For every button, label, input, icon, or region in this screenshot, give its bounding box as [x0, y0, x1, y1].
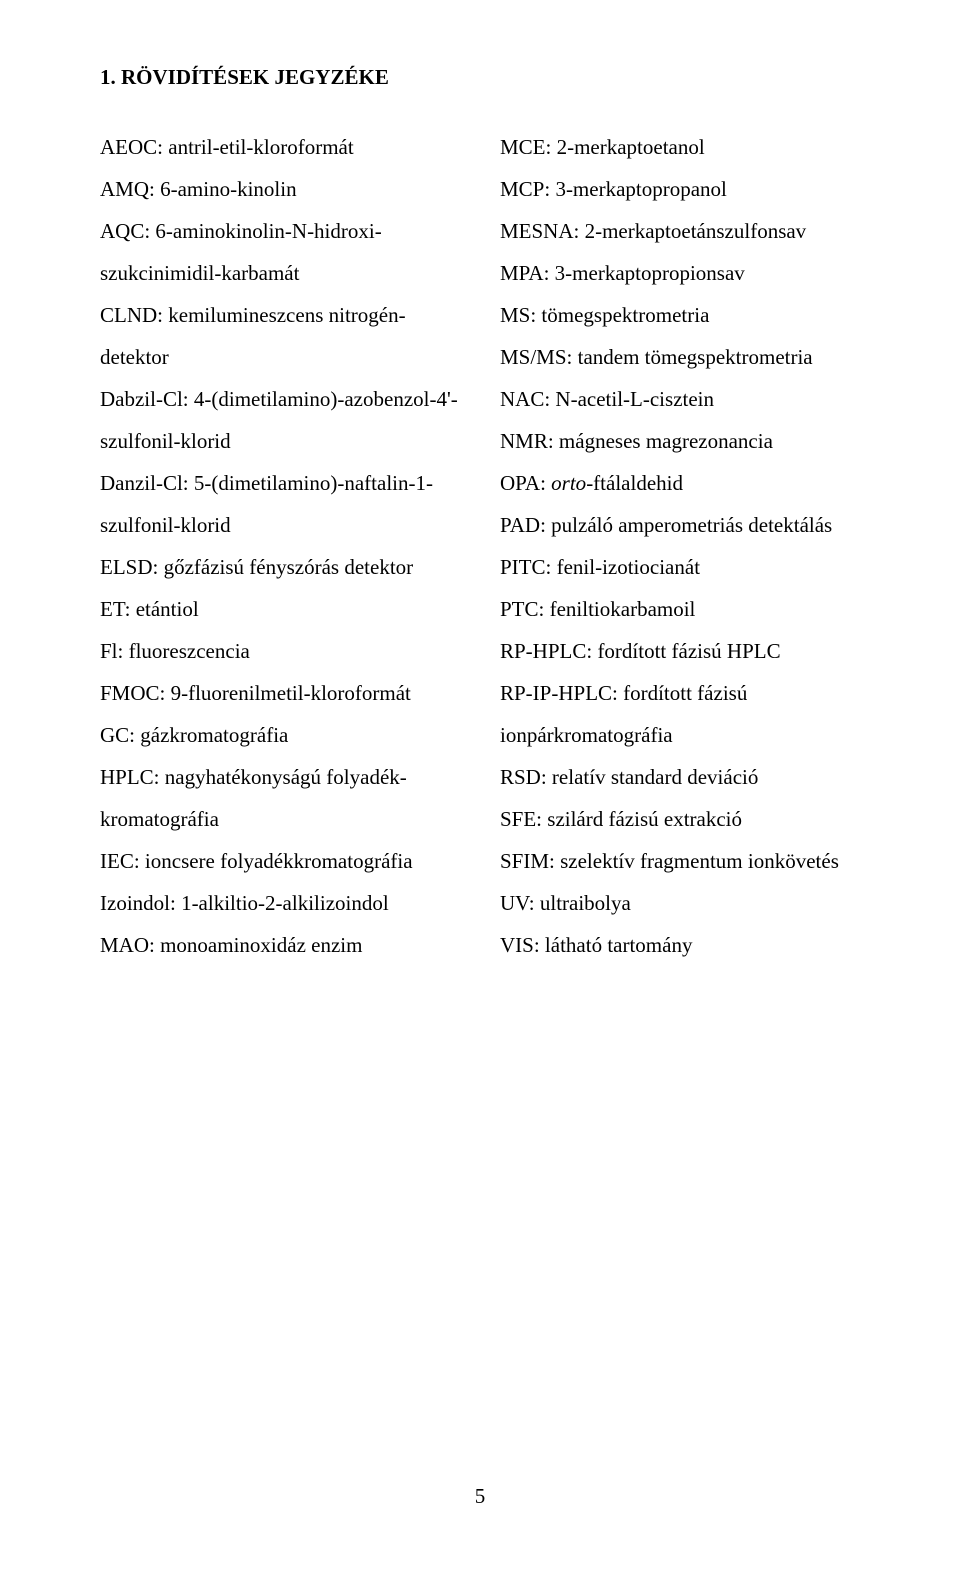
abbreviation-entry: RSD: relatív standard deviáció — [500, 756, 860, 798]
abbreviation-entry: PTC: feniltiokarbamoil — [500, 588, 860, 630]
abbreviation-entry: NAC: N-acetil-L-cisztein — [500, 378, 860, 420]
abbrev-label: OPA: — [500, 471, 551, 495]
abbreviation-entry: MCE: 2-merkaptoetanol — [500, 126, 860, 168]
abbreviation-columns: AEOC: antril-etil-kloroformátAMQ: 6-amin… — [100, 126, 860, 966]
abbreviation-entry: VIS: látható tartomány — [500, 924, 860, 966]
abbreviation-entry: CLND: kemilumineszcens nitrogén-detektor — [100, 294, 460, 378]
abbreviation-entry: RP-IP-HPLC: fordított fázisú ionpárkroma… — [500, 672, 860, 756]
abbreviation-entry: GC: gázkromatográfia — [100, 714, 460, 756]
abbreviation-entry: MS: tömegspektrometria — [500, 294, 860, 336]
abbreviation-entry: OPA: orto-ftálaldehid — [500, 462, 860, 504]
abbreviation-entry: NMR: mágneses magrezonancia — [500, 420, 860, 462]
abbreviation-entry: AMQ: 6-amino-kinolin — [100, 168, 460, 210]
section-heading: 1. RÖVIDÍTÉSEK JEGYZÉKE — [100, 56, 860, 98]
abbreviation-entry: MPA: 3-merkaptopropionsav — [500, 252, 860, 294]
abbreviation-entry: Dabzil-Cl: 4-(dimetilamino)-azobenzol-4'… — [100, 378, 460, 462]
page: 1. RÖVIDÍTÉSEK JEGYZÉKE AEOC: antril-eti… — [0, 0, 960, 1581]
abbreviation-entry: MCP: 3-merkaptopropanol — [500, 168, 860, 210]
abbreviation-entry: Danzil-Cl: 5-(dimetilamino)-naftalin-1-s… — [100, 462, 460, 546]
abbrev-rest: -ftálaldehid — [586, 471, 683, 495]
abbreviation-entry: Izoindol: 1-alkiltio-2-alkilizoindol — [100, 882, 460, 924]
abbreviation-entry: PITC: fenil-izotiocianát — [500, 546, 860, 588]
abbreviation-entry: ELSD: gőzfázisú fényszórás detektor — [100, 546, 460, 588]
abbreviation-entry: IEC: ioncsere folyadékkromatográfia — [100, 840, 460, 882]
abbreviation-entry: UV: ultraibolya — [500, 882, 860, 924]
right-column: MCE: 2-merkaptoetanolMCP: 3-merkaptoprop… — [500, 126, 860, 966]
abbreviation-entry: FMOC: 9-fluorenilmetil-kloroformát — [100, 672, 460, 714]
abbreviation-entry: PAD: pulzáló amperometriás detektálás — [500, 504, 860, 546]
abbreviation-entry: AQC: 6-aminokinolin-N-hidroxi-szukcinimi… — [100, 210, 460, 294]
abbrev-italic: orto — [551, 471, 586, 495]
abbreviation-entry: SFE: szilárd fázisú extrakció — [500, 798, 860, 840]
abbreviation-entry: AEOC: antril-etil-kloroformát — [100, 126, 460, 168]
abbreviation-entry: RP-HPLC: fordított fázisú HPLC — [500, 630, 860, 672]
abbreviation-entry: HPLC: nagyhatékonyságú folyadék-kromatog… — [100, 756, 460, 840]
abbreviation-entry: ET: etántiol — [100, 588, 460, 630]
abbreviation-entry: MAO: monoaminoxidáz enzim — [100, 924, 460, 966]
abbreviation-entry: MS/MS: tandem tömegspektrometria — [500, 336, 860, 378]
abbreviation-entry: Fl: fluoreszcencia — [100, 630, 460, 672]
abbreviation-entry: MESNA: 2-merkaptoetánszulfonsav — [500, 210, 860, 252]
abbreviation-entry: SFIM: szelektív fragmentum ionkövetés — [500, 840, 860, 882]
left-column: AEOC: antril-etil-kloroformátAMQ: 6-amin… — [100, 126, 460, 966]
page-number: 5 — [0, 1475, 960, 1517]
